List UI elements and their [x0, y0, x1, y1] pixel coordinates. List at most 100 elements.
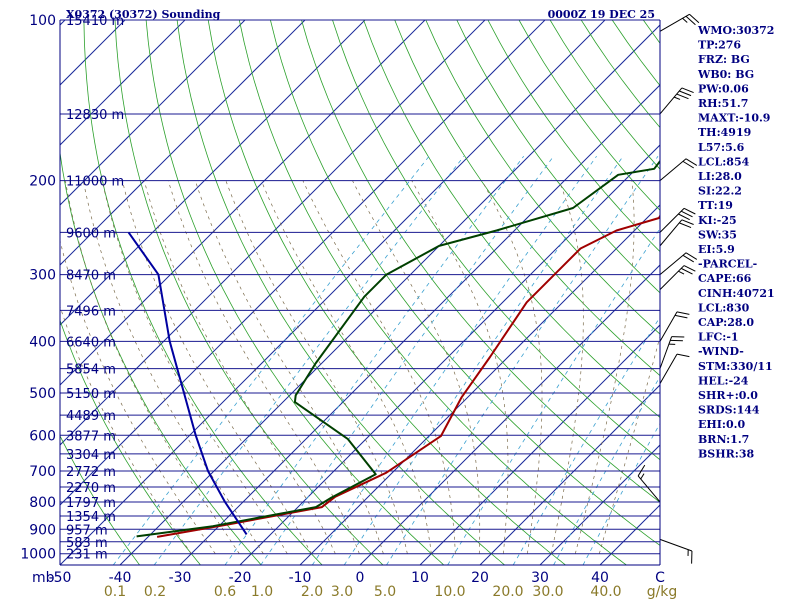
- wind-barb: [659, 219, 694, 247]
- mixing-ratio-line: [311, 155, 597, 565]
- pressure-tick-label: 100: [29, 13, 56, 29]
- temperature-tick-label: 20: [471, 570, 489, 586]
- wind-barb-half-flag: [682, 17, 688, 23]
- moist-adiabat: [411, 180, 509, 554]
- stability-index-item: SW:35: [698, 228, 737, 241]
- wind-barb-staff: [659, 158, 687, 182]
- stability-index-item: WMO:30372: [697, 24, 774, 37]
- dry-adiabat: [456, 20, 660, 294]
- stability-index-item: EHI:0.0: [698, 418, 745, 431]
- stability-index-item: LCL:830: [698, 301, 750, 314]
- stability-index-item: FRZ: BG: [698, 53, 750, 66]
- dry-adiabat: [83, 20, 323, 565]
- height-tick-label: 8470 m: [66, 269, 116, 284]
- isotherm: [60, 20, 186, 146]
- stability-index-item: WB0: BG: [697, 68, 754, 81]
- dewpoint-trace: [136, 159, 660, 538]
- wind-barb-staff: [659, 336, 673, 369]
- wind-barb-flag: [680, 210, 693, 218]
- wind-barb: [659, 353, 690, 384]
- mixing-ratio-tick-label: 0.6: [214, 584, 236, 600]
- parcel-trace: [127, 231, 248, 535]
- wind-barb-staff: [659, 538, 693, 552]
- wind-barb-flag: [685, 15, 696, 26]
- wind-barb-flag: [679, 90, 692, 97]
- wind-barb-flag: [689, 13, 700, 24]
- wind-barb-flag: [683, 207, 696, 215]
- height-tick-label: 2772 m: [66, 465, 116, 480]
- height-tick-label: 3304 m: [66, 448, 116, 463]
- height-tick-label: 5150 m: [66, 387, 116, 402]
- temperature-tick-label: -30: [169, 570, 192, 586]
- dry-adiabat: [60, 319, 201, 565]
- wind-barb-flag: [685, 158, 698, 166]
- stability-index-item: CAP:28.0: [698, 316, 754, 329]
- stability-index-item: RH:51.7: [698, 97, 748, 110]
- wind-barb-flag: [681, 87, 694, 94]
- mixing-ratio-tick-label: 40.0: [590, 584, 621, 600]
- wind-barb-flag: [637, 464, 646, 477]
- stability-index-item: CINH:40721: [698, 287, 775, 300]
- wind-barb-flag: [676, 93, 689, 100]
- mixing-ratio-tick-label: 20.0: [492, 584, 523, 600]
- chart-title-right: 0000Z 19 DEC 25: [548, 8, 655, 21]
- pressure-tick-label: 600: [29, 428, 56, 444]
- wind-barb-flag: [681, 219, 694, 225]
- moist-adiabat: [194, 180, 384, 554]
- dry-adiabat: [363, 20, 660, 418]
- stability-index-item: STM:330/11: [698, 360, 773, 373]
- isotherm: [479, 384, 660, 565]
- wind-barb: [659, 207, 696, 233]
- isotherm: [60, 20, 546, 506]
- wind-barb-staff: [659, 219, 683, 247]
- wind-barb: [659, 13, 700, 32]
- pressure-tick-label: 200: [29, 174, 56, 190]
- temperature-tick-label: -50: [49, 570, 72, 586]
- temperature-tick-label: 30: [531, 570, 549, 586]
- wind-barb-half-flag: [640, 473, 645, 480]
- stability-index-item: L57:5.6: [698, 141, 745, 154]
- stability-index-item: LCL:854: [698, 155, 750, 168]
- mixing-ratio-unit-label: g/kg: [647, 584, 678, 600]
- stability-index-item: TH:4919: [698, 126, 751, 139]
- wind-barb-staff: [659, 265, 685, 290]
- mixing-ratio-tick-label: 1.0: [251, 584, 273, 600]
- height-tick-label: 2270 m: [66, 481, 116, 496]
- mixing-ratio-tick-label: 0.2: [144, 584, 166, 600]
- temperature-trace: [156, 214, 660, 538]
- wind-barb-flag: [676, 311, 690, 315]
- stability-index-item: TP:276: [698, 39, 741, 52]
- wind-barb-flag: [676, 353, 690, 358]
- mixing-ratio-tick-label: 10.0: [434, 584, 465, 600]
- isotherm: [60, 20, 426, 386]
- isotherm: [60, 20, 306, 266]
- isotherm: [179, 84, 660, 565]
- height-tick-label: 3877 m: [66, 429, 116, 444]
- stability-index-item: SRDS:144: [698, 404, 760, 417]
- stability-index-item: CAPE:66: [698, 272, 752, 285]
- stability-index-item: SI:22.2: [698, 185, 742, 198]
- mixing-ratio-tick-label: 2.0: [301, 584, 323, 600]
- wind-barb-staff: [659, 13, 690, 32]
- wind-barb-staff: [659, 252, 687, 276]
- dry-adiabat: [145, 20, 445, 565]
- pressure-tick-label: 900: [29, 522, 56, 538]
- dry-adiabat: [301, 20, 660, 503]
- moist-adiabat: [260, 180, 432, 554]
- mixing-ratio-line: [260, 155, 554, 565]
- isotherm: [60, 20, 606, 565]
- sounding-traces: [127, 159, 660, 538]
- wind-barb-flag: [674, 314, 688, 319]
- isotherm: [419, 324, 660, 565]
- stability-index-item: KI:-25: [698, 214, 737, 227]
- wind-barb: [659, 158, 698, 182]
- wind-barb: [659, 265, 696, 290]
- height-tick-label: 231 m: [66, 548, 108, 563]
- wind-barb-flag: [680, 267, 693, 275]
- wind-barb-staff: [659, 207, 685, 233]
- pressure-tick-label: 700: [29, 464, 56, 480]
- stability-index-item: -WIND-: [698, 345, 744, 358]
- dry-adiabat: [60, 434, 140, 565]
- height-tick-label: 5854 m: [66, 363, 116, 378]
